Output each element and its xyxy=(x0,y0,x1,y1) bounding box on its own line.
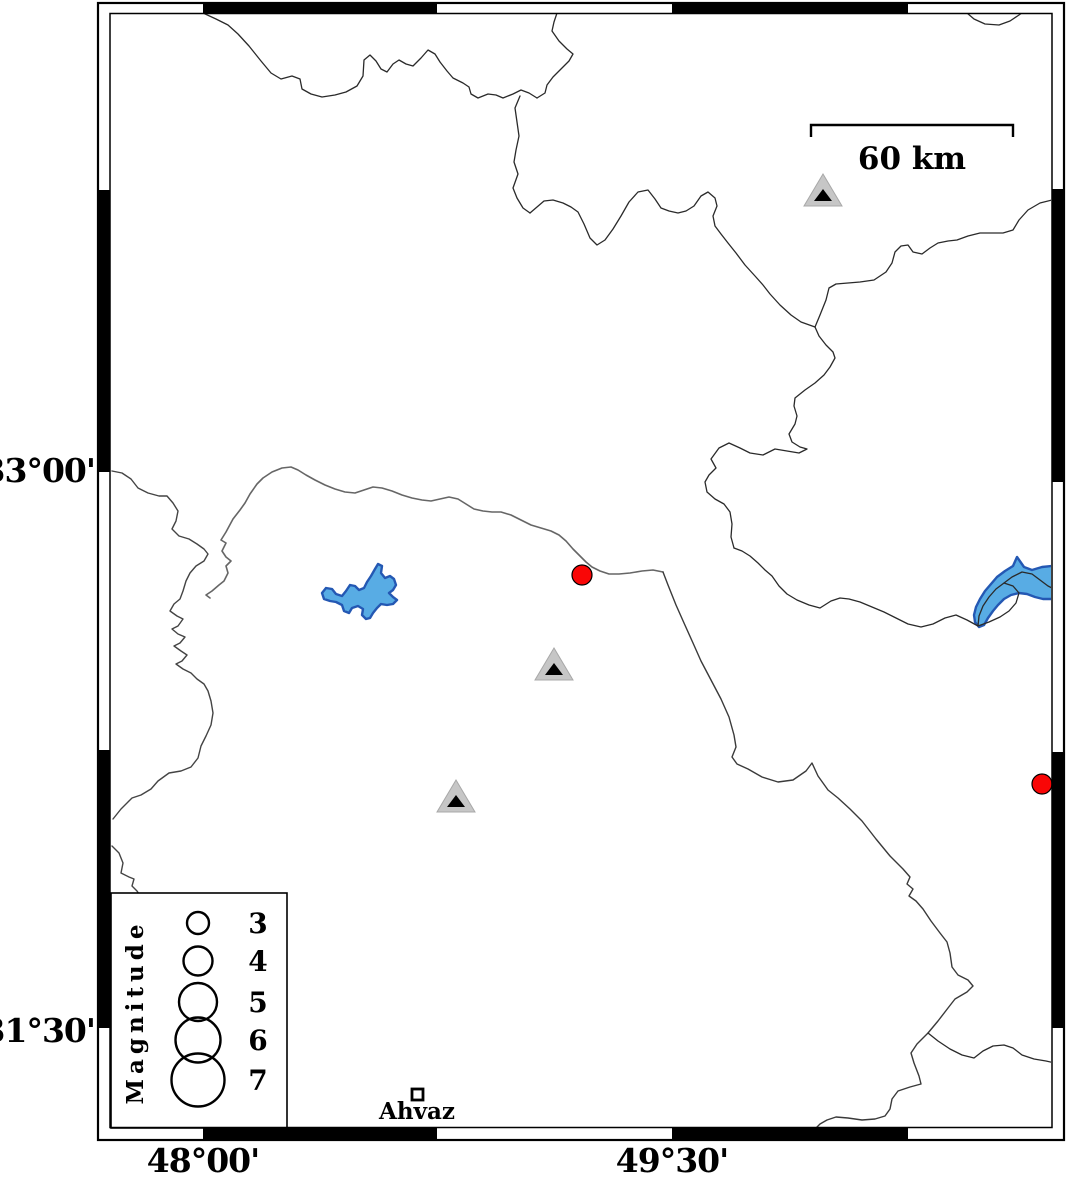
legend-magnitude-value: 6 xyxy=(248,1024,267,1057)
river-through-lake xyxy=(1003,571,1051,589)
legend-circle-m4 xyxy=(182,945,214,977)
city-label: Ahvaz xyxy=(378,1098,455,1125)
border-south xyxy=(662,571,974,1127)
station-triangle-inner xyxy=(814,189,832,201)
legend-box xyxy=(110,892,288,1129)
border-west-lower xyxy=(111,845,140,895)
map-geography-layer xyxy=(111,14,1051,1127)
map-frame xyxy=(96,1,1066,1142)
scale-bar-bracket xyxy=(809,123,1015,137)
legend-circle-m6 xyxy=(174,1016,222,1064)
border-bottom-right-branch xyxy=(927,1032,1051,1063)
legend-title: Magnitude xyxy=(122,920,149,1105)
scale-bar-label: 60 km xyxy=(858,141,966,177)
earthquake-marker[interactable] xyxy=(1031,773,1053,795)
frame-black-bottom xyxy=(672,1127,908,1140)
legend-magnitude-value: 4 xyxy=(248,945,267,978)
border-north-vertical xyxy=(512,95,531,214)
frame-black-top xyxy=(672,3,908,14)
legend-magnitude-value: 3 xyxy=(248,907,267,940)
border-mid-east xyxy=(529,189,816,328)
axis-labels: 33°00' 31°30' 48°00' 49°30' xyxy=(0,451,729,1178)
frame-inner xyxy=(109,12,1053,1129)
border-junction-south xyxy=(704,326,836,549)
frame-black-left xyxy=(98,750,110,1028)
border-top-right-arc xyxy=(967,14,1022,26)
border-northwest xyxy=(203,14,538,99)
river-main xyxy=(205,466,664,599)
axis-label-lat-31-30: 31°30' xyxy=(0,1011,95,1050)
legend-magnitude-value: 5 xyxy=(248,986,267,1019)
station-triangle-inner xyxy=(545,663,563,675)
earthquake-marker[interactable] xyxy=(571,564,593,586)
legend-circle-m3 xyxy=(185,910,211,936)
legend-circle-m7 xyxy=(170,1052,226,1108)
frame-black-top xyxy=(203,3,437,14)
river-east-branch xyxy=(733,547,1020,628)
border-west xyxy=(111,470,214,820)
axis-label-lat-33-00: 33°00' xyxy=(0,451,95,490)
lake-dez-reservoir xyxy=(320,562,399,621)
frame-black-right xyxy=(1052,752,1064,1028)
station-triangle-inner xyxy=(447,795,465,807)
legend-circle-m5 xyxy=(177,981,219,1023)
scale-bar-group xyxy=(809,123,1015,137)
frame-black-bottom xyxy=(203,1127,437,1140)
markers-layer xyxy=(410,173,1053,1102)
frame-black-left xyxy=(98,190,110,472)
frame-outer xyxy=(96,1,1066,1142)
border-north-branch xyxy=(536,14,574,99)
axis-label-lon-48-00: 48°00' xyxy=(147,1141,259,1178)
legend: 3 4 5 6 7 xyxy=(110,892,288,1129)
border-northeast-arm xyxy=(814,199,1051,328)
city-marker[interactable] xyxy=(410,1087,425,1102)
frame-black-right xyxy=(1052,189,1064,482)
legend-magnitude-value: 7 xyxy=(248,1064,267,1097)
axis-label-lon-49-30: 49°30' xyxy=(616,1141,728,1178)
